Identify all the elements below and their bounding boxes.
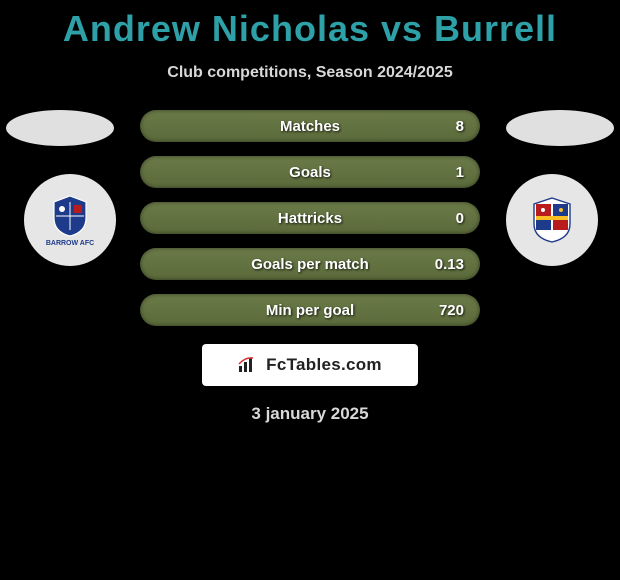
shield-icon — [530, 196, 574, 244]
subtitle: Club competitions, Season 2024/2025 — [0, 64, 620, 82]
stat-label: Hattricks — [192, 210, 428, 227]
club-badge-left: BARROW AFC — [24, 174, 116, 266]
stat-value: 8 — [428, 118, 464, 135]
bar-chart-icon — [238, 356, 260, 374]
stat-pill: Goals per match0.13 — [140, 248, 480, 280]
stat-value: 0.13 — [428, 256, 464, 273]
stat-label: Matches — [192, 118, 428, 135]
club-crest-right — [519, 182, 585, 258]
stat-label: Min per goal — [192, 302, 428, 319]
club-name-left: BARROW AFC — [46, 240, 94, 247]
player-avatar-left — [6, 110, 114, 146]
stat-pill: Goals1 — [140, 156, 480, 188]
page-title: Andrew Nicholas vs Burrell — [0, 0, 620, 50]
stat-value: 1 — [428, 164, 464, 181]
stat-pill: Matches8 — [140, 110, 480, 142]
stat-pill: Hattricks0 — [140, 202, 480, 234]
stat-pill: Min per goal720 — [140, 294, 480, 326]
club-crest-left: BARROW AFC — [37, 182, 103, 258]
player-avatar-right — [506, 110, 614, 146]
stat-label: Goals per match — [192, 256, 428, 273]
shield-icon — [50, 194, 90, 238]
club-badge-right — [506, 174, 598, 266]
stat-value: 0 — [428, 210, 464, 227]
stat-row: Min per goal720 — [0, 294, 620, 326]
stat-value: 720 — [428, 302, 464, 319]
date-text: 3 january 2025 — [0, 404, 620, 424]
watermark-text: FcTables.com — [266, 355, 382, 375]
watermark: FcTables.com — [202, 344, 418, 386]
stat-label: Goals — [192, 164, 428, 181]
